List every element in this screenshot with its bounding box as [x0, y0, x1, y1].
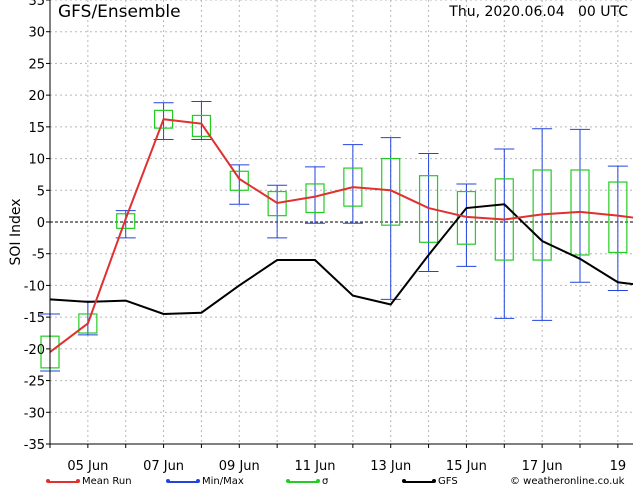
sigma-box	[191, 114, 212, 137]
y-tick-label: 35	[28, 0, 45, 9]
sigma-box	[153, 109, 174, 129]
y-tick-label: -25	[24, 375, 45, 390]
sigma-box	[116, 213, 136, 229]
x-tick-label: 11 Jun	[295, 459, 336, 474]
chart-title: GFS/Ensemble	[58, 2, 181, 22]
sigma-box	[381, 157, 401, 226]
minmax-bars	[40, 100, 628, 372]
legend-mean-swatch	[46, 478, 80, 483]
run-time: Thu, 2020.06.04 00 UTC	[448, 4, 628, 20]
y-tick-label: -5	[32, 248, 45, 263]
legend-minmax-label: Min/Max	[202, 476, 244, 487]
sigma-box	[78, 313, 98, 334]
x-tick-label: 09 Jun	[219, 459, 260, 474]
y-tick-label: -35	[24, 438, 45, 453]
legend-gfs: GFS	[402, 476, 458, 487]
legend-sigma-label: σ	[322, 476, 329, 487]
y-tick-label: -30	[24, 406, 45, 421]
y-tick-label: 5	[37, 184, 45, 199]
y-tick-label: -10	[24, 279, 45, 294]
legend-credit: © weatheronline.co.uk	[510, 476, 624, 487]
y-tick-labels: -35 -30 -25 -20 -15 -10 -5 0 5 10 15 20 25 30 35	[24, 0, 50, 453]
y-tick-label: 0	[37, 216, 45, 231]
x-tick-label: 07 Jun	[143, 459, 184, 474]
x-tick-labels: 05 Jun 07 Jun 09 Jun 11 Jun 13 Jun 15 Jun 17 J…	[49, 444, 627, 474]
x-tick-label: 15 Jun	[446, 459, 487, 474]
legend-minmax: Min/Max	[166, 476, 244, 487]
y-tick-label: 25	[28, 57, 45, 72]
credit-label: © weatheronline.co.uk	[510, 476, 625, 487]
legend-sigma: σ	[286, 476, 329, 487]
soi-chart: -35 -30 -25 -20 -15 -10 -5 0 5 10 15 20 25 30 35 05 Ju…	[8, 0, 634, 474]
legend-gfs-label: GFS	[438, 476, 458, 487]
x-tick-label: 05 Jun	[67, 459, 108, 474]
y-tick-label: 30	[28, 26, 45, 41]
y-tick-label: 20	[28, 89, 45, 104]
y-axis-label: SOI Index	[8, 198, 24, 265]
gfs-line	[49, 203, 634, 315]
x-tick-label: 17 Jun	[522, 459, 563, 474]
x-tick-label: 13 Jun	[370, 459, 411, 474]
legend-mean-label: Mean Run	[82, 476, 132, 487]
sigma-box	[229, 170, 249, 191]
sigma-box	[418, 175, 439, 243]
sigma-box	[267, 190, 287, 217]
series-lines	[49, 118, 634, 353]
legend-mean-run: Mean Run	[46, 476, 132, 487]
y-tick-label: -15	[24, 311, 45, 326]
y-tick-label: 15	[28, 121, 45, 136]
x-tick-label: 19	[610, 459, 627, 474]
legend-gfs-swatch	[402, 478, 436, 483]
y-tick-label: 10	[28, 153, 45, 168]
y-tick-label: -20	[24, 343, 45, 358]
legend-minmax-swatch	[166, 478, 200, 483]
legend: Mean Run Min/Max σ GFS © weatheronline.c…	[0, 476, 634, 490]
legend-sigma-swatch	[286, 478, 320, 483]
